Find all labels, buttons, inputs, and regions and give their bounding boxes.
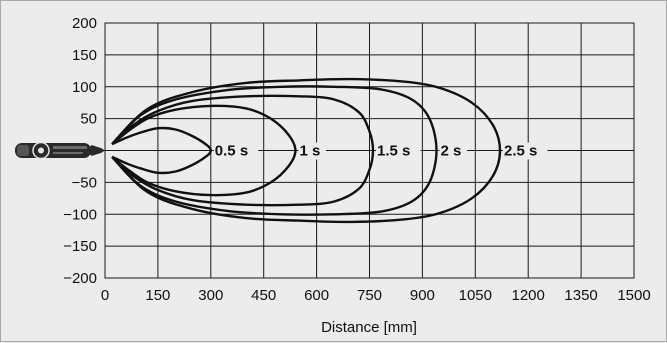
range-curve bbox=[111, 104, 297, 197]
x-tick-label: 1350 bbox=[564, 287, 597, 304]
x-tick-label: 1050 bbox=[459, 287, 492, 304]
x-tick-label: 150 bbox=[145, 287, 170, 304]
sensor-icon bbox=[15, 141, 105, 160]
curve-label: 2.5 s bbox=[504, 143, 537, 160]
y-tick-label: 50 bbox=[80, 111, 97, 128]
x-tick-label: 750 bbox=[357, 287, 382, 304]
y-tick-label: −200 bbox=[63, 270, 97, 287]
x-tick-label: 450 bbox=[251, 287, 276, 304]
x-tick-label: 300 bbox=[198, 287, 223, 304]
x-tick-label: 1500 bbox=[617, 287, 650, 304]
curve-labels: 0.5 s 1 s 1.5 s 2 s 2.5 s bbox=[213, 142, 548, 160]
curve-label-bg bbox=[502, 142, 548, 160]
curve-label: 2 s bbox=[441, 143, 462, 160]
x-tick-labels: 0 150 300 450 600 750 900 1050 1200 1350 1500 bbox=[101, 287, 651, 304]
range-curve bbox=[111, 77, 502, 224]
range-curve bbox=[111, 126, 212, 175]
y-tick-label: −50 bbox=[72, 174, 97, 191]
curve-label-bg bbox=[298, 142, 326, 160]
curve-label-bg bbox=[439, 142, 468, 160]
y-tick-labels: 200150100500−50−100−150−200 bbox=[63, 15, 97, 287]
grid bbox=[104, 22, 635, 279]
curve-label: 1 s bbox=[299, 143, 320, 160]
curve-label-bg bbox=[376, 142, 421, 160]
y-tick-label: −100 bbox=[63, 206, 97, 223]
x-axis-title: Distance [mm] bbox=[321, 319, 417, 336]
y-tick-label: 100 bbox=[72, 79, 97, 96]
range-curve bbox=[111, 94, 375, 207]
x-tick-label: 900 bbox=[410, 287, 435, 304]
curves bbox=[111, 77, 502, 224]
curve-label: 0.5 s bbox=[215, 143, 248, 160]
x-tick-label: 0 bbox=[101, 287, 109, 304]
y-tick-label: 200 bbox=[72, 15, 97, 32]
curve-label-bg bbox=[213, 142, 259, 160]
y-tick-label: 150 bbox=[72, 47, 97, 64]
curve-label: 1.5 s bbox=[377, 143, 410, 160]
y-tick-label: −150 bbox=[63, 238, 97, 255]
x-tick-label: 600 bbox=[304, 287, 329, 304]
range-curve bbox=[111, 85, 438, 216]
x-tick-label: 1200 bbox=[512, 287, 545, 304]
